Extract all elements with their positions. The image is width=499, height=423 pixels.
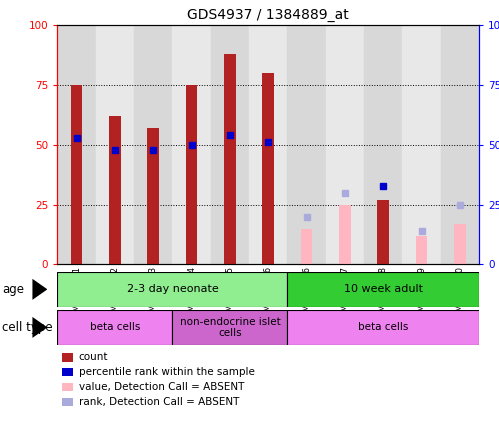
Bar <box>249 25 287 264</box>
Text: 10 week adult: 10 week adult <box>344 284 423 294</box>
Bar <box>287 25 326 264</box>
Bar <box>326 25 364 264</box>
Bar <box>301 228 312 264</box>
Bar <box>287 310 479 345</box>
Bar <box>57 272 287 307</box>
Text: value, Detection Call = ABSENT: value, Detection Call = ABSENT <box>79 382 244 392</box>
Polygon shape <box>32 279 47 300</box>
Bar <box>109 116 121 264</box>
Text: count: count <box>79 352 108 363</box>
Bar <box>224 54 236 264</box>
Bar <box>402 25 441 264</box>
Bar <box>96 25 134 264</box>
Bar <box>262 73 274 264</box>
Title: GDS4937 / 1384889_at: GDS4937 / 1384889_at <box>187 8 349 22</box>
Bar <box>211 25 249 264</box>
Text: percentile rank within the sample: percentile rank within the sample <box>79 367 254 377</box>
Bar <box>377 200 389 264</box>
Bar <box>364 25 402 264</box>
Bar <box>134 25 172 264</box>
Bar <box>71 85 82 264</box>
Text: non-endocrine islet
cells: non-endocrine islet cells <box>180 316 280 338</box>
Text: beta cells: beta cells <box>358 322 408 332</box>
Bar <box>172 25 211 264</box>
Text: cell type: cell type <box>2 321 53 334</box>
Bar <box>441 25 479 264</box>
Bar <box>148 128 159 264</box>
Bar <box>57 25 96 264</box>
Bar <box>172 310 287 345</box>
Text: age: age <box>2 283 24 296</box>
Bar <box>186 85 197 264</box>
Bar <box>454 224 466 264</box>
Text: beta cells: beta cells <box>90 322 140 332</box>
Bar <box>339 205 351 264</box>
Bar <box>287 272 479 307</box>
Text: 2-3 day neonate: 2-3 day neonate <box>127 284 218 294</box>
Bar <box>416 236 427 264</box>
Bar <box>57 310 172 345</box>
Polygon shape <box>32 317 47 338</box>
Text: rank, Detection Call = ABSENT: rank, Detection Call = ABSENT <box>79 397 239 407</box>
